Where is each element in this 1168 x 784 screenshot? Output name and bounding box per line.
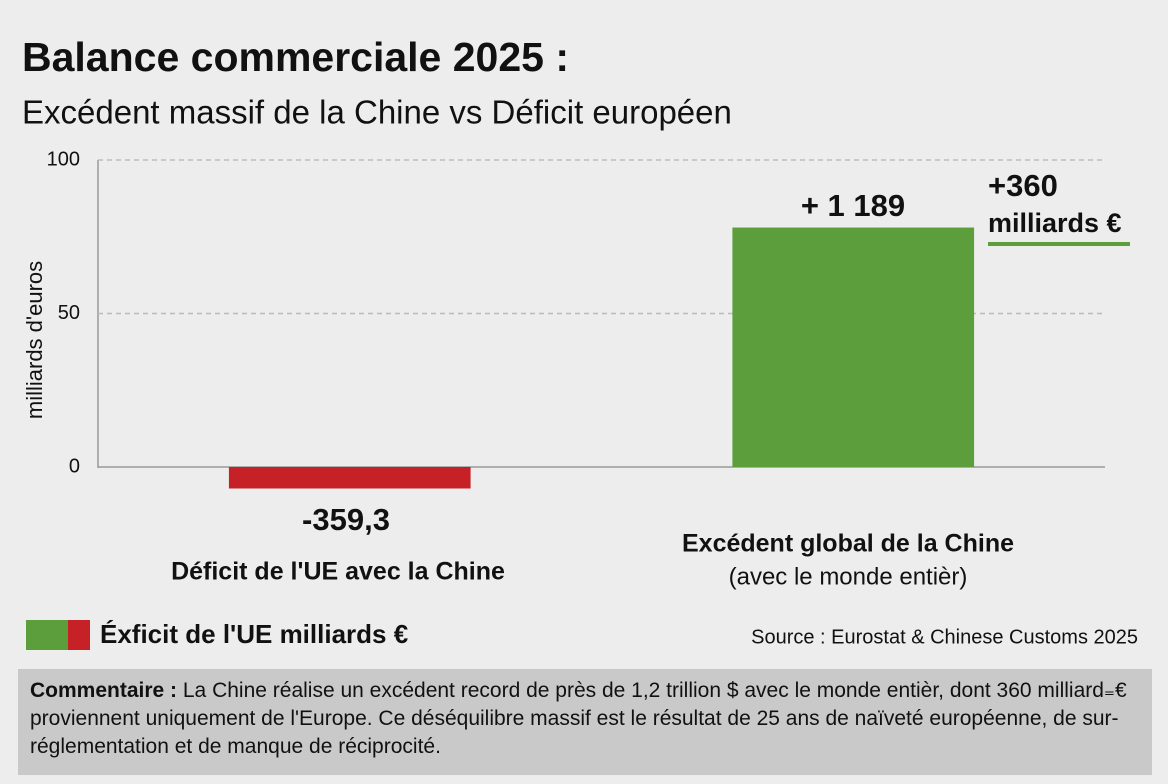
x-tick-label: Déficit de l'UE avec la Chine [171, 558, 505, 586]
source: Source : Eurostat & Chinese Customs 2025 [751, 626, 1138, 648]
annotation: (avec le monde entièr) [729, 563, 968, 590]
bar [228, 467, 471, 489]
commentary: Commentaire : La Chine réalise un excéde… [18, 669, 1152, 775]
legend-swatch [68, 620, 90, 650]
chart-title: Balance commerciale 2025 : [22, 34, 569, 80]
bar [732, 227, 975, 467]
commentary-label: Commentaire : [30, 679, 178, 702]
y-tick-label: 100 [47, 148, 80, 170]
annotation: + 1 189 [801, 188, 905, 223]
y-tick-label: 50 [58, 302, 80, 324]
chart: Balance commerciale 2025 : Excédent mass… [22, 34, 1138, 650]
annotation: +360 [988, 168, 1058, 203]
y-axis-label: milliards d'euros [22, 261, 47, 419]
y-tick-label: 0 [69, 455, 80, 477]
annotation: milliards € [988, 208, 1122, 238]
x-tick-label: Excédent global de la Chine [682, 530, 1014, 558]
legend-swatch [26, 620, 68, 650]
commentary-text: La Chine réalise un excédent record de p… [30, 679, 1127, 758]
chart-subtitle: Excédent massif de la Chine vs Déficit e… [22, 94, 732, 131]
annotation: -359,3 [302, 502, 390, 537]
legend-label: Éxficit de l'UE milliards € [100, 619, 408, 649]
